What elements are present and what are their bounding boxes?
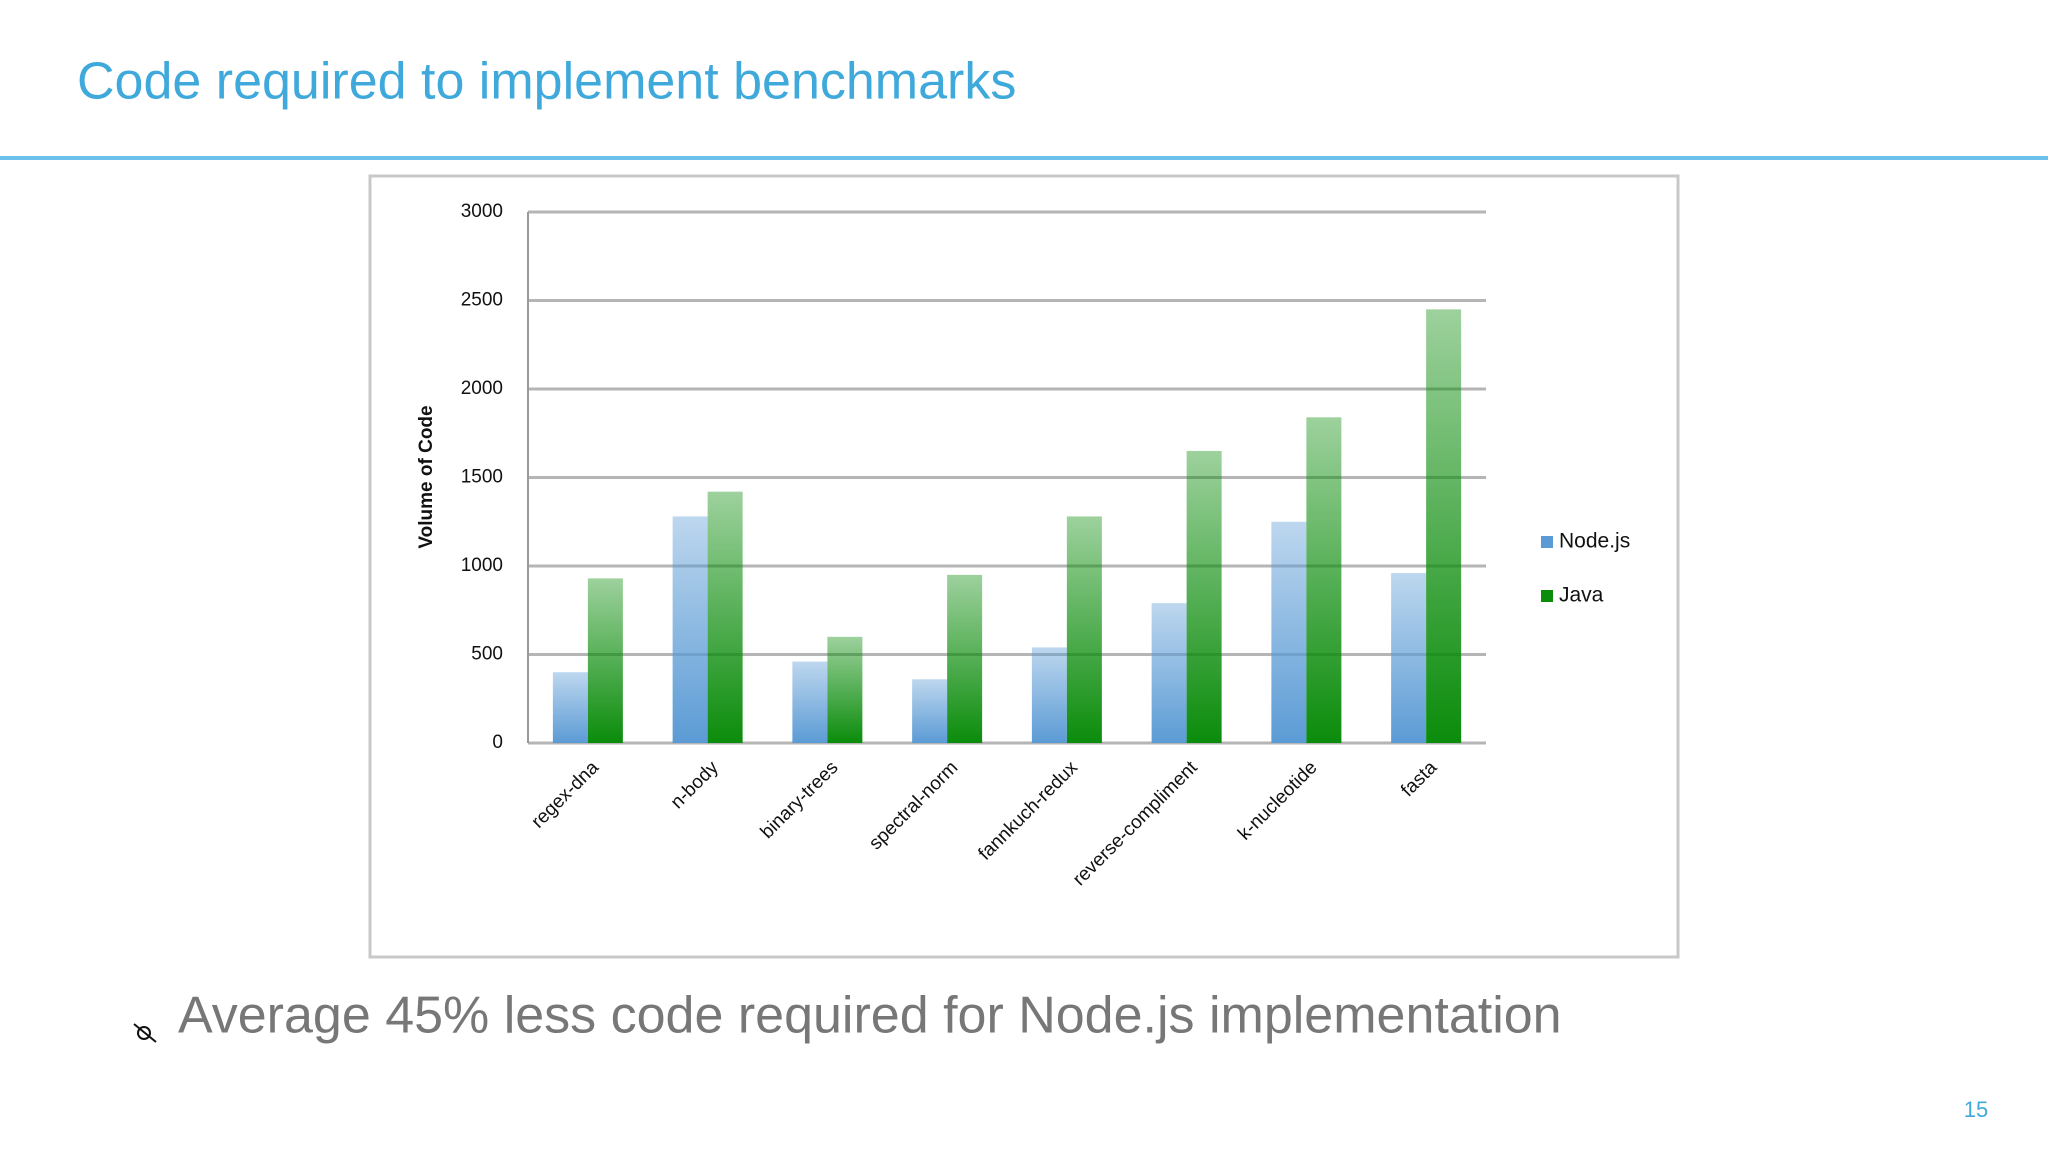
slide-title: Code required to implement benchmarks: [77, 53, 1016, 111]
title-rule: [0, 156, 2048, 160]
bar: [1186, 450, 1222, 743]
bar: [552, 672, 588, 743]
y-tick-label: 1500: [461, 467, 503, 488]
bar: [827, 636, 863, 743]
bar: [1426, 309, 1462, 743]
y-tick-label: 0: [492, 732, 503, 753]
bar: [947, 574, 983, 743]
bar: [1031, 647, 1067, 743]
y-tick-label: 2500: [461, 290, 503, 311]
y-tick-label: 2000: [461, 378, 503, 399]
bar: [912, 679, 948, 743]
legend-swatch: [1541, 536, 1553, 548]
y-tick-label: 3000: [461, 201, 503, 222]
y-tick-label: 500: [471, 644, 503, 665]
bar: [1271, 521, 1307, 743]
bar: [1391, 573, 1427, 743]
bar: [1151, 603, 1187, 743]
page-number: 15: [1964, 1097, 1988, 1122]
legend-swatch: [1541, 590, 1553, 602]
bar: [1066, 516, 1102, 743]
legend-label: Java: [1559, 584, 1604, 607]
bar: [792, 661, 828, 743]
bullet-text: Average 45% less code required for Node.…: [178, 987, 1562, 1045]
bullet-icon: [133, 1023, 157, 1043]
legend-label: Node.js: [1559, 530, 1630, 553]
bar: [587, 578, 623, 743]
y-tick-label: 1000: [461, 555, 503, 576]
bar: [707, 491, 743, 743]
y-axis-label: Volume of Code: [416, 405, 437, 548]
bar: [672, 516, 708, 743]
bar: [1306, 417, 1342, 743]
